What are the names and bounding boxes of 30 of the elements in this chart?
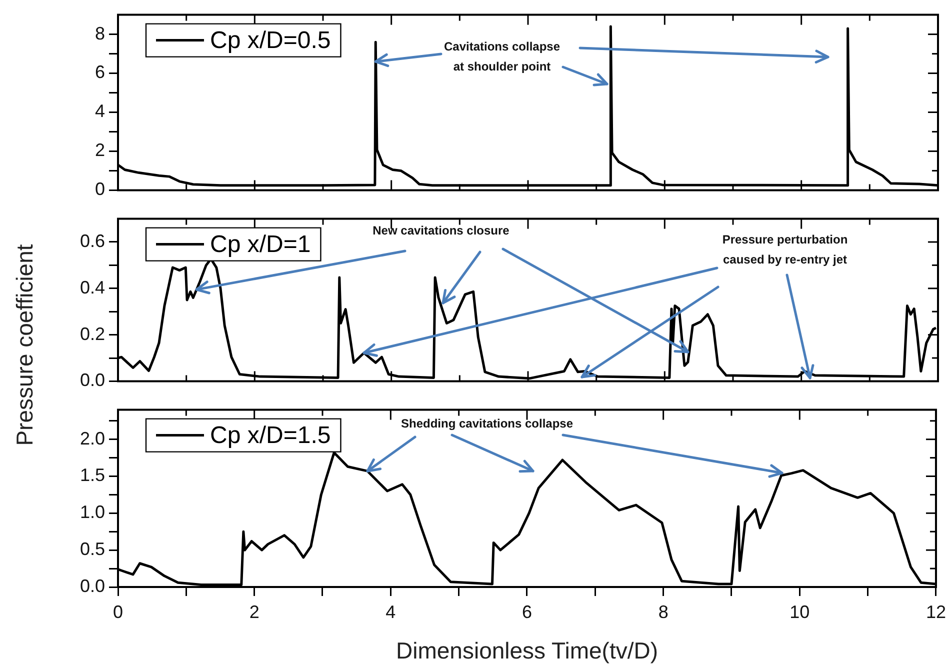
- annotation: Shedding cavitations collapse: [400, 416, 574, 430]
- x-tick-label: 4: [386, 602, 396, 622]
- y-tick-label: 1.5: [80, 465, 105, 486]
- y-tick-label: 4: [94, 101, 105, 122]
- y-tick-label: 6: [94, 62, 105, 82]
- x-tick-label: 8: [658, 602, 668, 622]
- y-tick-label: 0.4: [80, 277, 105, 298]
- legend-label: Cp x/D=1.5: [210, 422, 331, 449]
- y-axis-title: Pressure coefficient: [12, 244, 38, 446]
- y-tick-label: 2: [94, 140, 105, 160]
- x-tick-label: 10: [790, 602, 810, 622]
- y-tick-label: 0.5: [80, 539, 105, 560]
- y-tick-label: 0.0: [80, 576, 105, 596]
- y-tick-label: 0: [94, 179, 105, 200]
- legend-label: Cp x/D=0.5: [210, 26, 331, 54]
- annotation: Pressure perturbation caused by re-entry jet: [722, 232, 848, 266]
- y-tick-label: 0.6: [80, 230, 105, 251]
- y-tick-label: 0.0: [80, 370, 105, 390]
- annotation: New cavitations closure: [372, 223, 510, 238]
- y-tick-label: 2.0: [80, 428, 105, 448]
- x-tick-label: 0: [112, 602, 124, 622]
- x-tick-label: 2: [249, 602, 260, 622]
- y-tick-label: 1.0: [80, 502, 105, 522]
- x-tick-label: 6: [522, 602, 532, 622]
- x-axis-title: Dimensionless Time(tv/D): [396, 638, 658, 664]
- y-tick-label: 8: [94, 23, 105, 44]
- legend-label: Cp x/D=1: [210, 230, 311, 258]
- annotation: Cavitations collapse at shoulder point: [444, 39, 560, 74]
- y-tick-label: 0.2: [80, 324, 105, 344]
- x-tick-label: 12: [926, 602, 946, 622]
